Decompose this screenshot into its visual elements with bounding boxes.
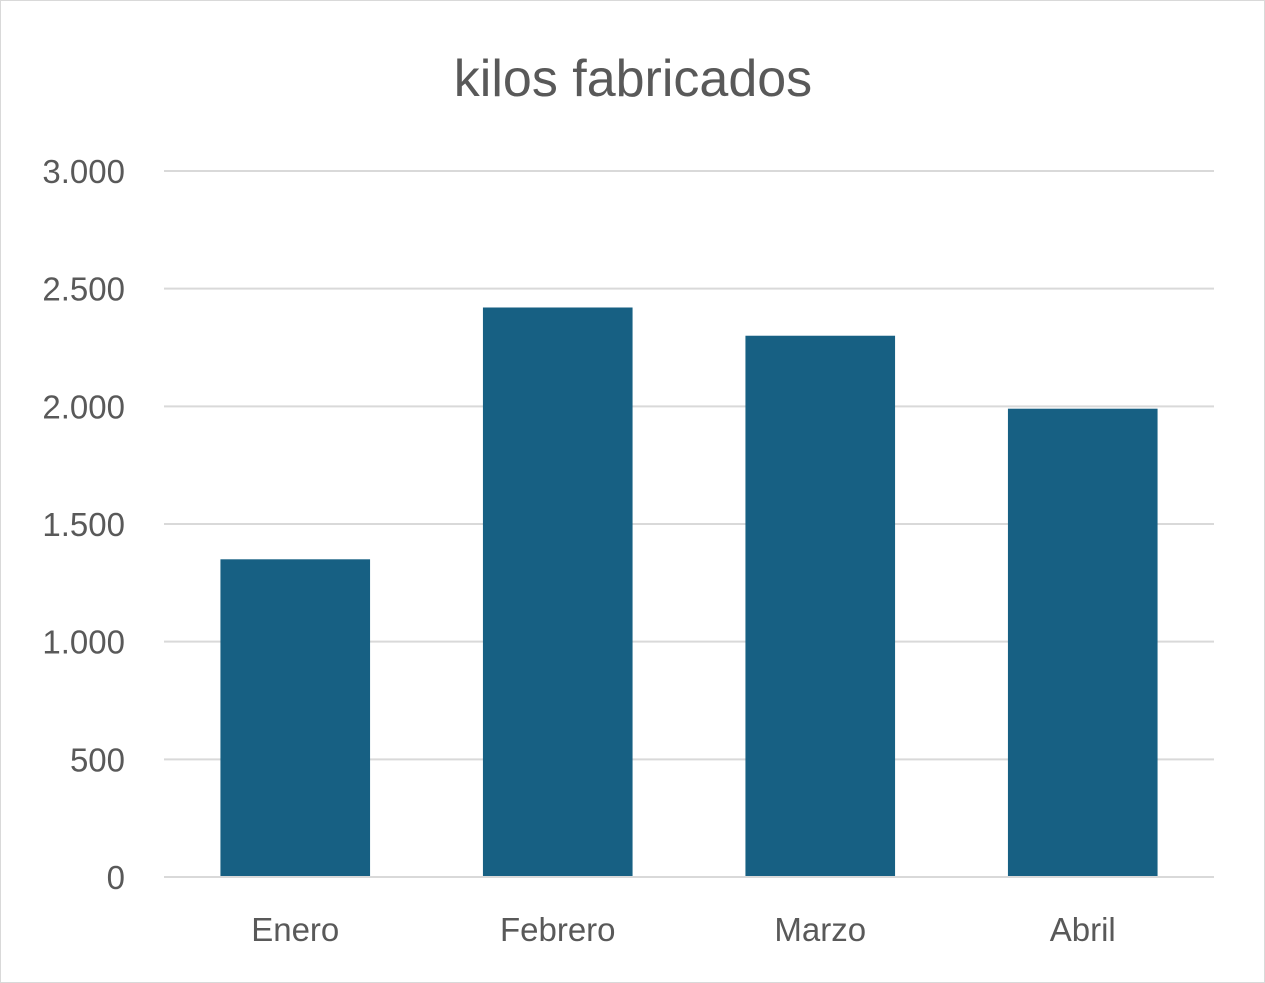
- x-category-label: Febrero: [500, 911, 616, 948]
- bar-enero: [220, 559, 371, 877]
- y-tick-label: 2.500: [42, 271, 125, 308]
- x-axis-categories: Enero Febrero Marzo Abril: [251, 911, 1116, 948]
- x-category-label: Abril: [1050, 911, 1116, 948]
- x-category-label: Enero: [251, 911, 339, 948]
- y-axis-ticks: 0 500 1.000 1.500 2.000 2.500 3.000: [42, 153, 125, 896]
- bar-abril: [1007, 408, 1158, 877]
- y-tick-label: 1.000: [42, 624, 125, 661]
- bars: [164, 307, 1214, 878]
- chart-title: kilos fabricados: [454, 50, 812, 108]
- bar-febrero: [482, 307, 633, 877]
- x-category-label: Marzo: [774, 911, 866, 948]
- y-tick-label: 3.000: [42, 153, 125, 190]
- y-tick-label: 500: [70, 741, 125, 778]
- y-tick-label: 0: [107, 859, 125, 896]
- bar-marzo: [745, 335, 896, 877]
- y-tick-label: 1.500: [42, 506, 125, 543]
- y-tick-label: 2.000: [42, 388, 125, 425]
